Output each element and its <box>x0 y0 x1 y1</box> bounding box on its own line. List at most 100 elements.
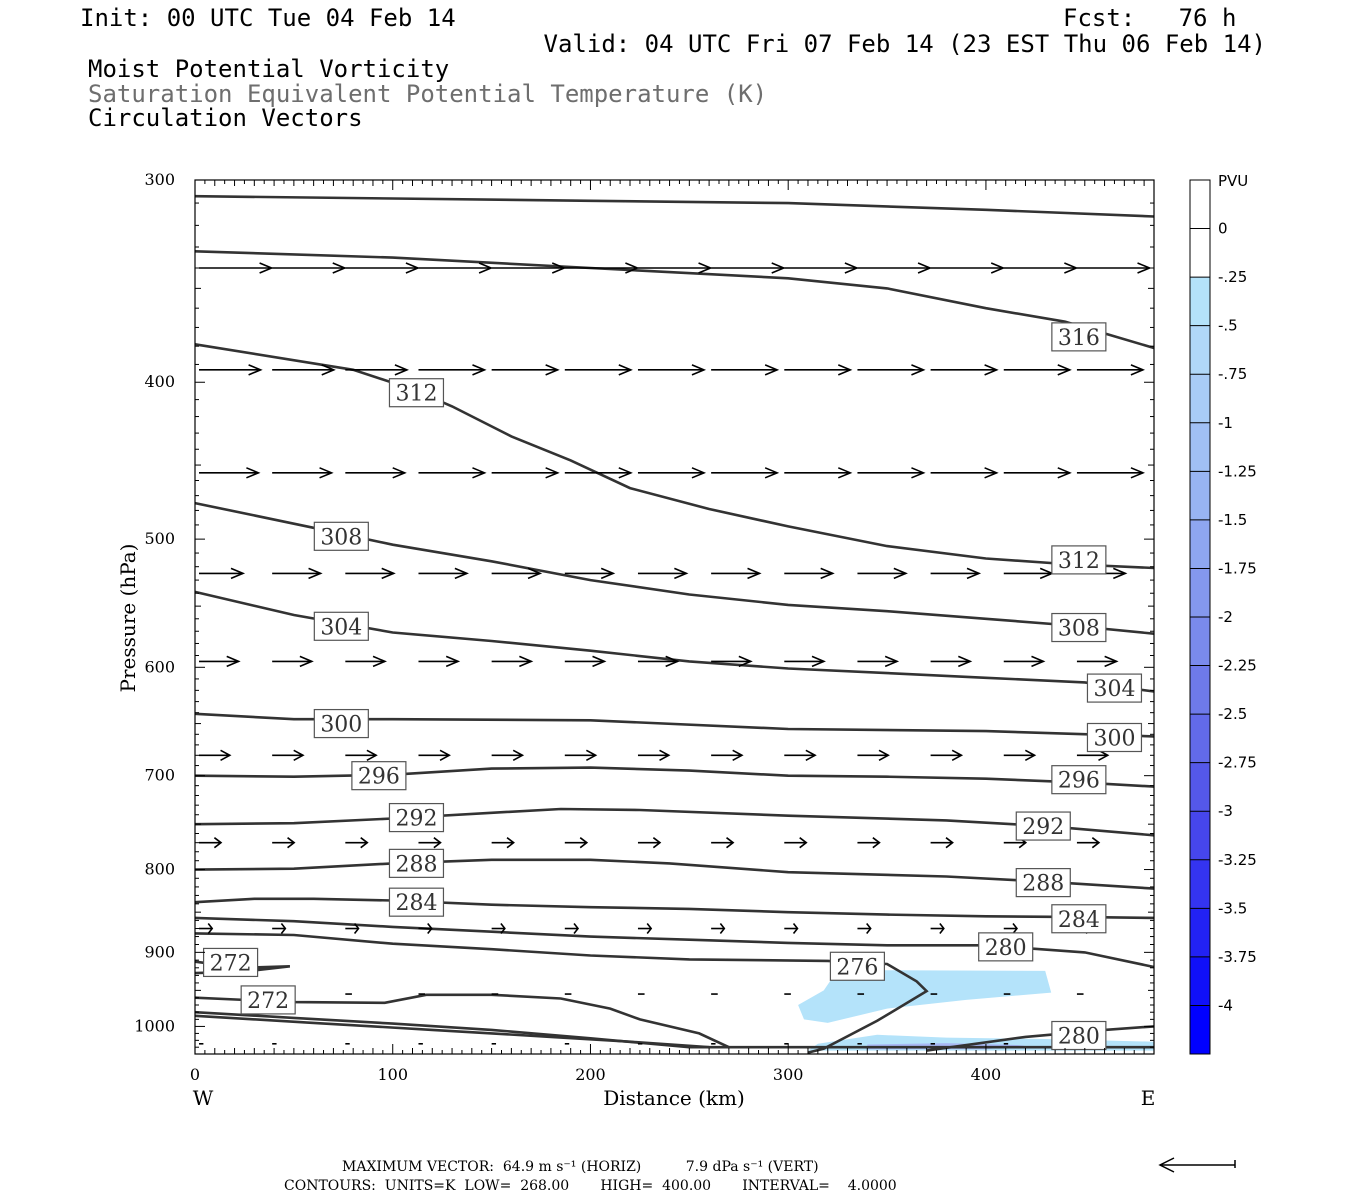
vector-arrow <box>564 749 598 761</box>
vector-arrow <box>930 467 999 479</box>
circulation-vector-layer <box>199 262 1152 1045</box>
contour-label: 308 <box>1051 612 1107 643</box>
vector-arrow <box>637 837 662 849</box>
contour-label-text: 312 <box>1058 549 1100 574</box>
contour-label: 272 <box>240 985 296 1015</box>
theta-contour-14 <box>194 858 1155 890</box>
colorbar-swatch <box>1190 665 1210 715</box>
vector-arrow <box>857 923 872 935</box>
vector-arrow <box>491 655 534 668</box>
contour-label-text: 284 <box>395 891 437 916</box>
vector-arrow <box>345 467 407 479</box>
contour-label-text: 296 <box>358 765 400 790</box>
contour-label-text: 288 <box>1022 872 1064 897</box>
contours-note: CONTOURS: UNITS=K LOW= 268.00 HIGH= 400.… <box>284 1178 897 1194</box>
vector-arrow <box>564 567 616 580</box>
x-tick-label: 300 <box>773 1065 804 1084</box>
vector-arrow <box>711 567 762 580</box>
field-title-theta-es: Saturation Equivalent Potential Temperat… <box>88 80 767 108</box>
colorbar-swatch <box>1190 714 1210 764</box>
vector-arrow <box>857 364 926 376</box>
contour-label: 312 <box>1051 545 1107 575</box>
forecast-hour-label: Fcst: 76 h <box>1063 4 1236 32</box>
vector-arrow <box>1076 655 1119 668</box>
contour-label: 308 <box>313 521 369 551</box>
vector-arrow <box>930 364 999 376</box>
contour-label: 304 <box>1086 673 1143 703</box>
vector-arrow <box>857 749 890 761</box>
colorbar-label: -.5 <box>1218 317 1238 335</box>
contour-label-layer: 316 312 312 308 308 304 304 300 300 296 296 292 292 2… <box>202 322 1143 1051</box>
colorbar-label: -1.25 <box>1218 462 1257 480</box>
vector-arrow <box>199 837 223 849</box>
y-tick-label: 500 <box>144 529 175 548</box>
contour-label-text: 272 <box>247 989 289 1014</box>
colorbar-swatch <box>1190 811 1210 861</box>
valid-time-label: Valid: 04 UTC Fri 07 Feb 14 (23 EST Thu … <box>544 30 1266 58</box>
vector-arrow <box>564 923 580 935</box>
field-title-pv: Moist Potential Vorticity <box>88 55 449 83</box>
theta-contour-8 <box>194 712 1155 738</box>
vector-arrow <box>1003 923 1018 935</box>
pv-shade-region-0 <box>798 970 1052 1023</box>
vector-arrow <box>564 837 589 849</box>
theta-contour-1 <box>194 250 1155 350</box>
colorbar-label: 0 <box>1218 220 1228 238</box>
colorbar-label: -2.75 <box>1218 754 1257 772</box>
colorbar-swatch <box>1190 422 1210 472</box>
colorbar-label: -2 <box>1218 608 1233 626</box>
contour-label-text: 308 <box>1058 617 1100 642</box>
vector-arrow <box>491 262 567 274</box>
contour-label-text: 276 <box>836 955 878 980</box>
contour-label: 296 <box>351 761 407 791</box>
contour-label: 300 <box>313 708 369 739</box>
vector-arrow <box>199 262 274 274</box>
vector-arrow <box>345 567 396 580</box>
axis-layer: 0 100 200 300 400 300 400 500 600 700 800 900 1000 <box>134 170 1155 1084</box>
vector-arrow <box>637 467 707 479</box>
colorbar-swatch <box>1190 859 1210 909</box>
vector-arrow <box>1076 467 1146 479</box>
vector-arrow <box>272 655 314 668</box>
contour-label: 304 <box>313 611 369 641</box>
vector-arrow <box>564 467 633 479</box>
contour-label: 272 <box>202 947 259 978</box>
colorbar-label: -3.75 <box>1218 948 1257 966</box>
max-vector-note: MAXIMUM VECTOR: 64.9 m s⁻¹ (HORIZ) 7.9 d… <box>342 1159 819 1175</box>
theta-contour-20 <box>194 932 929 1054</box>
vector-arrow <box>199 567 246 580</box>
colorbar-label: -3.25 <box>1218 851 1257 869</box>
vector-arrow <box>1076 262 1152 274</box>
vector-arrow <box>711 364 780 376</box>
vector-arrow <box>711 923 726 935</box>
contour-label-text: 280 <box>985 936 1027 961</box>
vector-arrow <box>930 655 973 668</box>
vector-arrow <box>1003 364 1072 376</box>
colorbar-swatch <box>1190 908 1210 958</box>
contour-label-text: 316 <box>1058 326 1100 351</box>
contour-label: 280 <box>978 932 1034 962</box>
vector-arrow <box>564 364 633 376</box>
contour-label-text: 272 <box>210 951 252 976</box>
colorbar-label: -4 <box>1218 996 1233 1014</box>
vector-arrow <box>637 364 707 376</box>
colorbar-label: -1.75 <box>1218 559 1257 577</box>
vector-arrow <box>857 262 933 274</box>
contour-label-text: 292 <box>1022 815 1064 840</box>
theta-contour-4 <box>194 590 1155 693</box>
vector-arrow <box>711 467 780 479</box>
vector-arrow <box>418 923 433 935</box>
colorbar-swatch <box>1190 568 1210 618</box>
y-tick-label: 900 <box>144 942 175 961</box>
contour-label-text: 296 <box>1058 769 1100 794</box>
theta-contour-23 <box>194 1010 1154 1049</box>
vector-arrow <box>637 655 680 668</box>
contour-label: 280 <box>1051 1020 1107 1051</box>
vector-arrow <box>272 262 347 274</box>
contour-label: 276 <box>829 951 886 981</box>
contour-label-text: 280 <box>1058 1025 1100 1050</box>
colorbar-label: -3 <box>1218 802 1233 820</box>
contour-label: 284 <box>1051 904 1107 934</box>
vector-arrow <box>272 364 336 376</box>
